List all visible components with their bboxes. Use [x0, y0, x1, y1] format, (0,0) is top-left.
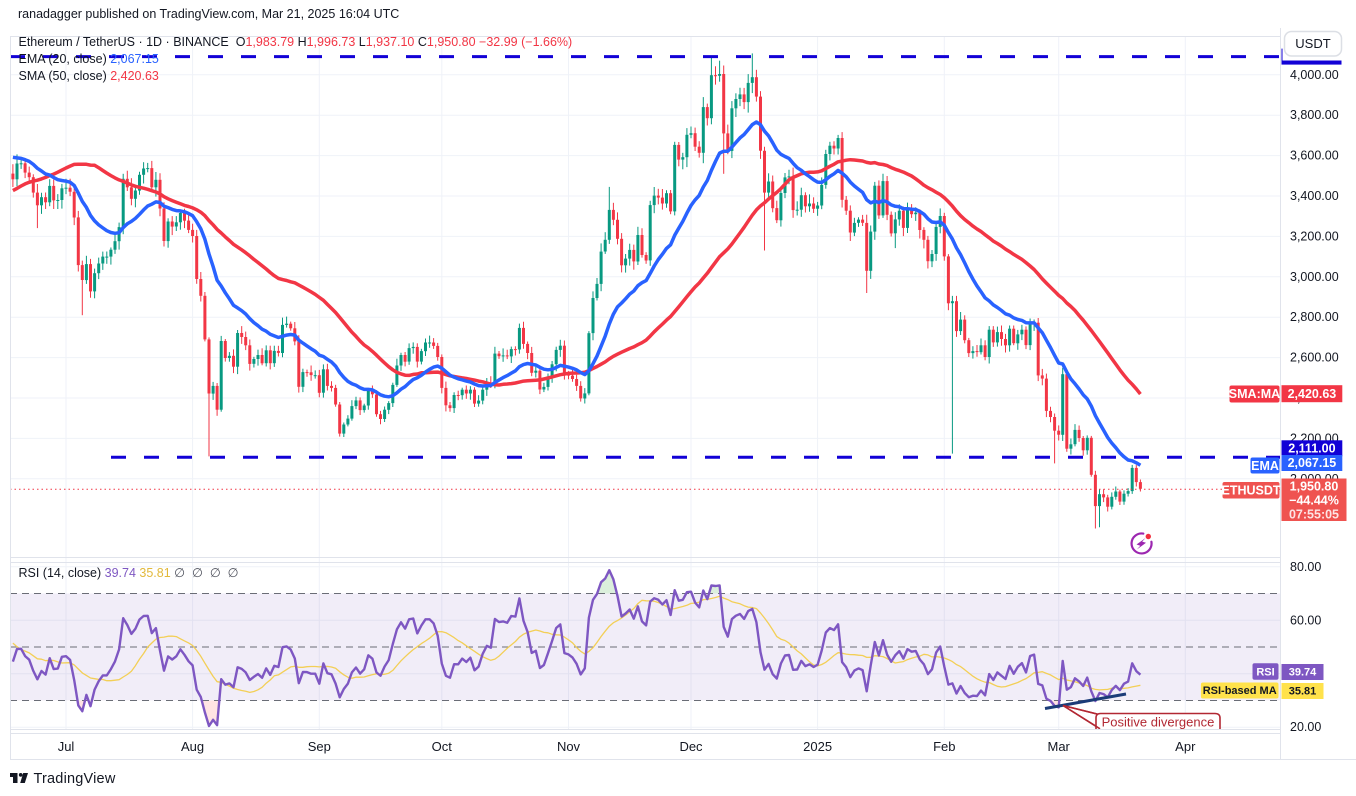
svg-text:3,600.00: 3,600.00 [1290, 149, 1339, 163]
svg-text:RSI (14, close) 39.74 35.81 ∅: RSI (14, close) 39.74 35.81 ∅ ∅ ∅ ∅ [19, 566, 239, 580]
svg-text:Positive divergence: Positive divergence [1102, 715, 1215, 730]
svg-text:Sep: Sep [308, 739, 331, 754]
svg-text:2,600.00: 2,600.00 [1290, 351, 1339, 365]
svg-text:Nov: Nov [557, 739, 581, 754]
svg-text:3,800.00: 3,800.00 [1290, 108, 1339, 122]
svg-text:3,400.00: 3,400.00 [1290, 189, 1339, 203]
svg-text:2,111.00: 2,111.00 [1288, 442, 1335, 456]
svg-text:Oct: Oct [432, 739, 453, 754]
svg-text:39.74: 39.74 [1289, 667, 1317, 679]
svg-text:SMA (50, close) 2,420.63: SMA (50, close) 2,420.63 [19, 69, 159, 83]
svg-text:TradingView: TradingView [34, 771, 116, 787]
svg-text:4,000.00: 4,000.00 [1290, 68, 1339, 82]
svg-text:SMA:MA: SMA:MA [1229, 387, 1280, 401]
svg-text:2,420.63: 2,420.63 [1288, 387, 1337, 401]
svg-text:2,800.00: 2,800.00 [1290, 310, 1339, 324]
svg-text:ranadagger published on Tradin: ranadagger published on TradingView.com,… [18, 7, 399, 21]
svg-text:RSI-based MA: RSI-based MA [1203, 685, 1277, 697]
svg-text:35.81: 35.81 [1289, 686, 1317, 698]
svg-text:Dec: Dec [679, 739, 703, 754]
svg-text:EMA: EMA [1251, 459, 1279, 473]
svg-text:60.00: 60.00 [1290, 613, 1321, 627]
svg-text:RSI: RSI [1256, 666, 1274, 678]
svg-text:EMA (20, close) 2,067.15: EMA (20, close) 2,067.15 [19, 52, 159, 66]
svg-text:80.00: 80.00 [1290, 560, 1321, 574]
svg-text:Aug: Aug [181, 739, 204, 754]
svg-text:2,067.15: 2,067.15 [1288, 456, 1337, 470]
svg-text:07:55:05: 07:55:05 [1289, 507, 1339, 521]
svg-text:Ethereum / TetherUS · 1D · BIN: Ethereum / TetherUS · 1D · BINANCE O1,98… [19, 35, 573, 49]
svg-text:Apr: Apr [1175, 739, 1196, 754]
svg-text:−44.44%: −44.44% [1289, 493, 1339, 507]
svg-text:2025: 2025 [803, 739, 832, 754]
svg-text:3,000.00: 3,000.00 [1290, 270, 1339, 284]
svg-text:ETHUSDT: ETHUSDT [1221, 484, 1280, 498]
svg-text:1,950.80: 1,950.80 [1290, 479, 1339, 493]
svg-text:20.00: 20.00 [1290, 720, 1321, 734]
svg-text:Mar: Mar [1048, 739, 1071, 754]
svg-text:Jul: Jul [58, 739, 75, 754]
svg-text:Feb: Feb [933, 739, 955, 754]
svg-text:3,200.00: 3,200.00 [1290, 229, 1339, 243]
svg-text:USDT: USDT [1295, 36, 1330, 51]
